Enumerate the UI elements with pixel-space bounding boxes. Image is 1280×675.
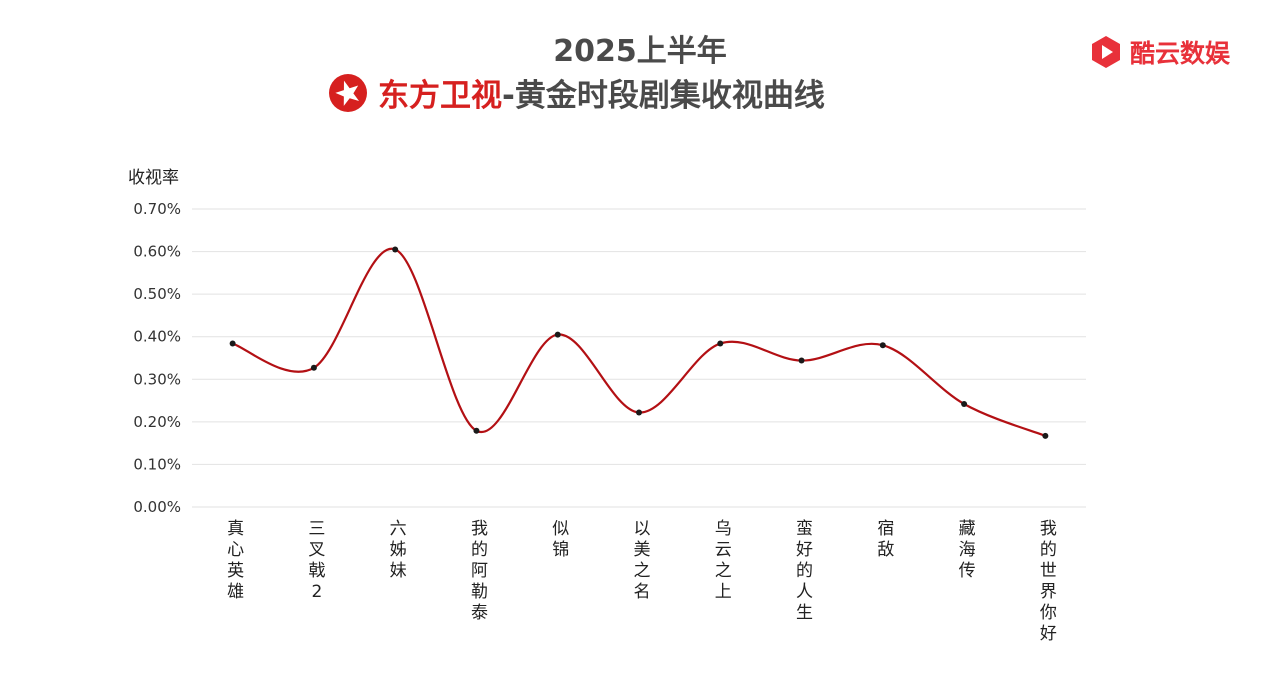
chart-title-line1: 2025上半年 — [553, 34, 727, 69]
x-category-label: 蛮好的人生 — [796, 519, 813, 623]
data-point — [1042, 432, 1049, 439]
data-point — [229, 340, 236, 347]
data-point — [717, 340, 724, 347]
play-hexagon-icon — [1092, 36, 1120, 68]
y-tick-label: 0.70% — [133, 200, 181, 218]
y-axis-label: 收视率 — [128, 168, 179, 188]
x-category-label: 以美之名 — [634, 519, 651, 602]
data-point — [310, 364, 317, 371]
data-point — [392, 246, 399, 253]
data-point — [473, 427, 480, 434]
y-tick-label: 0.20% — [133, 413, 181, 431]
y-tick-label: 0.40% — [133, 328, 181, 346]
chart-title-line2: 东方卫视 -黄金时段剧集收视曲线 — [328, 70, 825, 115]
x-category-label: 藏海传 — [959, 519, 976, 581]
x-category-label: 我的世界你好 — [1040, 519, 1057, 644]
dragon-tv-logo-icon — [329, 73, 367, 112]
x-category-label: 似锦 — [552, 519, 569, 560]
x-category-label: 乌云之上 — [715, 519, 732, 602]
x-category-label: 六姊妹 — [390, 519, 407, 581]
brand-logo: 酷云数娱 — [1088, 34, 1230, 70]
y-tick-label: 0.10% — [133, 455, 181, 473]
y-tick-label: 0.50% — [133, 285, 181, 303]
data-point — [636, 409, 642, 416]
title-rest: -黄金时段剧集收视曲线 — [502, 78, 825, 114]
series-line — [232, 247, 1046, 437]
data-point — [961, 400, 968, 407]
y-tick-label: 0.60% — [133, 243, 181, 261]
x-category-label: 宿敌 — [877, 519, 894, 560]
brand-name: 酷云数娱 — [1130, 39, 1231, 68]
x-category-label: 我的阿勒泰 — [471, 519, 488, 623]
x-category-label: 三叉戟 2 — [308, 519, 325, 602]
channel-name: 东方卫视 — [378, 78, 502, 114]
x-category-label: 真心英雄 — [227, 519, 244, 602]
y-tick-label: 0.00% — [133, 498, 181, 516]
y-tick-label: 0.30% — [133, 370, 181, 388]
data-point — [798, 357, 805, 364]
data-point — [554, 331, 561, 338]
data-point — [879, 342, 886, 349]
